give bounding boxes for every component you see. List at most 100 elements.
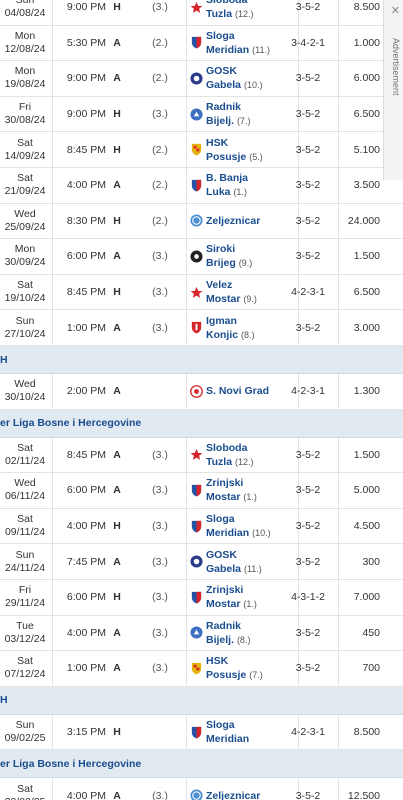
opponent-rank: (12.) [234,9,254,20]
opponent-name-line2[interactable]: Gabela (10.) [206,78,306,92]
opponent-team-link[interactable]: S. Novi Grad [206,374,306,409]
opponent-name-line2[interactable]: Tuzla (12.) [206,7,306,21]
opponent-name-line2[interactable]: Meridian [206,732,306,746]
opponent-team-link[interactable]: Radnik Bijelj. (7.) [206,97,306,132]
own-rank: (3.) [152,448,168,461]
formation: 3-4-2-1 [291,36,325,49]
close-icon[interactable]: ✕ [390,5,400,17]
opponent-name-line2[interactable]: Konjic (8.) [206,328,306,342]
opponent-name-line1[interactable]: HSK [206,655,229,668]
opponent-team-link[interactable]: Sloga Meridian [206,715,306,750]
opponent-team-link[interactable]: Sloboda Tuzla (12.) [206,438,306,473]
opponent-name-line1[interactable]: Sloga [206,513,235,526]
opponent-rank: (5.) [249,151,263,162]
opponent-name-part[interactable]: Mostar [206,491,241,504]
advertisement-strip[interactable]: ✕ Advertisement [383,0,403,180]
opponent-name-line2[interactable]: Bijelj. (7.) [206,114,306,128]
opponent-name-part[interactable]: Bijelj. [206,633,235,646]
competition-header[interactable]: H [0,686,403,715]
opponent-rank: (8.) [236,634,251,645]
opponent-name-line1[interactable]: Sloga [206,29,235,42]
opponent-name-part[interactable]: Konjic [206,328,239,341]
opponent-team-link[interactable]: Sloga Meridian (10.) [206,509,306,544]
opponent-name-line1[interactable]: Zeljeznicar [206,789,261,800]
opponent-team-link[interactable]: Zrinjski Mostar (1.) [206,473,306,508]
opponent-name-part[interactable]: Bijelj. [206,115,235,128]
opponent-name-part[interactable]: Gabela [206,79,242,92]
column-divider [186,0,187,25]
opponent-team-link[interactable]: Velez Mostar (9.) [206,275,306,310]
opponent-team-link[interactable]: HSK Posusje (7.) [206,651,306,686]
opponent-name-line2[interactable]: Posusje (5.) [206,150,306,164]
column-divider [52,168,53,203]
opponent-name-line1[interactable]: B. Banja [206,172,249,185]
opponent-team-link[interactable]: Zrinjski Mostar (1.) [206,580,306,615]
opponent-name-line2[interactable]: Mostar (9.) [206,292,306,306]
opponent-name-part[interactable]: Luka [206,186,231,199]
opponent-name-line2[interactable]: Bijelj. (8.) [206,633,306,647]
competition-header[interactable]: H [0,346,403,374]
table-row: Sat22/02/25 4:00 PM A (3.) Zeljeznicar 3-5-2… [0,778,403,800]
opponent-name-part[interactable]: Gabela [206,562,242,575]
opponent-name-line1[interactable]: Velez [206,279,233,292]
opponent-team-link[interactable]: B. Banja Luka (1.) [206,168,306,203]
opponent-team-link[interactable]: Siroki Brijeg (9.) [206,239,306,274]
opponent-name-line1[interactable]: Igman [206,314,237,327]
team-logo-icon [190,473,204,508]
opponent-name-line1[interactable]: Zrinjski [206,584,244,597]
opponent-name-line2[interactable]: Mostar (1.) [206,490,306,504]
column-divider [186,374,187,409]
opponent-name-line2[interactable]: Meridian (10.) [206,526,306,540]
opponent-name-line1[interactable]: S. Novi Grad [206,385,270,398]
opponent-name-line1[interactable]: Zrinjski [206,477,244,490]
opponent-name-line2[interactable]: Tuzla (12.) [206,455,306,469]
opponent-team-link[interactable]: Zeljeznicar [206,204,306,239]
opponent-name-line2[interactable]: Mostar (1.) [206,597,306,611]
opponent-name-line1[interactable]: Sloboda [206,0,248,7]
opponent-name-line2[interactable]: Brijeg (9.) [206,256,306,270]
opponent-name-line1[interactable]: GOSK [206,548,237,561]
opponent-name-line1[interactable]: Radnik [206,101,242,114]
opponent-name-part[interactable]: Mostar [206,598,241,611]
opponent-name-part[interactable]: Posusje [206,150,247,163]
opponent-name-part[interactable]: Brijeg [206,257,236,270]
opponent-name-part[interactable]: Tuzla [206,8,233,21]
opponent-name-line1[interactable]: Sloga [206,719,235,732]
opponent-name-line1[interactable]: Zeljeznicar [206,214,261,227]
opponent-name-line1[interactable]: Siroki [206,243,236,256]
opponent-team-link[interactable]: Zeljeznicar [206,778,306,800]
opponent-name-line2[interactable]: Posusje (7.) [206,668,306,682]
match-time: 7:45 PM [66,555,106,568]
column-divider [298,778,299,800]
own-rank: (3.) [152,662,168,675]
opponent-name-line2[interactable]: Luka (1.) [206,185,306,199]
opponent-team-link[interactable]: GOSK Gabela (10.) [206,61,306,96]
opponent-name-line2[interactable]: Gabela (11.) [206,562,306,576]
opponent-team-link[interactable]: Sloboda Tuzla (12.) [206,0,306,25]
opponent-name-line1[interactable]: GOSK [206,65,237,78]
opponent-team-link[interactable]: Sloga Meridian (11.) [206,26,306,61]
opponent-name-part[interactable]: Meridian [206,733,250,746]
opponent-name-part[interactable]: Tuzla [206,455,233,468]
opponent-name-line1[interactable]: Radnik [206,619,242,632]
opponent-name-part[interactable]: Meridian [206,43,250,56]
opponent-name-part[interactable]: Meridian [206,527,250,540]
opponent-name-line1[interactable]: Sloboda [206,441,248,454]
formation: 3-5-2 [295,321,321,334]
opponent-name-part[interactable]: Posusje [206,669,247,682]
column-divider [338,374,339,409]
match-venue: H [113,591,121,604]
opponent-team-link[interactable]: GOSK Gabela (11.) [206,544,306,579]
column-divider [186,310,187,345]
opponent-name-line1[interactable]: HSK [206,136,229,149]
opponent-team-link[interactable]: Radnik Bijelj. (8.) [206,616,306,651]
attendance: 1.500 [353,448,380,461]
own-rank: (2.) [152,72,168,85]
opponent-team-link[interactable]: Igman Konjic (8.) [206,310,306,345]
competition-header[interactable]: er Liga Bosne i Hercegovine [0,750,403,779]
competition-header[interactable]: er Liga Bosne i Hercegovine [0,409,403,438]
opponent-team-link[interactable]: HSK Posusje (5.) [206,132,306,167]
opponent-name-line2[interactable]: Meridian (11.) [206,43,306,57]
opponent-name-part[interactable]: Mostar [206,293,241,306]
match-time: 6:00 PM [66,591,106,604]
